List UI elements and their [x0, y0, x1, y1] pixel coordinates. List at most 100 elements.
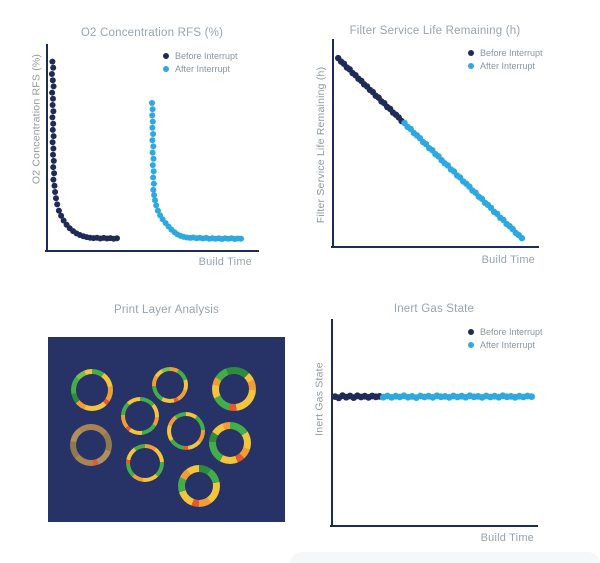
inert-gas-chart-title: Inert Gas State	[393, 303, 475, 315]
print-ring	[152, 366, 189, 403]
print-ring-hole	[184, 471, 213, 500]
series-before-interrupt	[335, 54, 405, 125]
data-point	[149, 137, 156, 144]
data-point	[49, 58, 56, 65]
data-point	[238, 235, 244, 242]
after-interrupt-dot-icon	[468, 342, 474, 348]
legend-label: Before Interrupt	[480, 48, 543, 58]
data-point	[52, 189, 59, 195]
print-ring-hole	[129, 447, 160, 478]
data-point	[50, 145, 57, 152]
data-point	[150, 168, 157, 175]
data-point	[50, 176, 57, 183]
data-point	[50, 108, 57, 115]
data-point	[50, 120, 57, 127]
data-point	[49, 139, 56, 146]
data-point	[151, 192, 158, 199]
data-point	[51, 182, 58, 189]
data-point	[154, 207, 161, 214]
print-ring	[125, 443, 164, 482]
print-ring-hole	[216, 429, 245, 457]
series-before-interrupt	[48, 58, 120, 242]
data-point	[50, 95, 56, 102]
data-point	[528, 393, 535, 400]
legend-label: After Interrupt	[480, 340, 536, 350]
data-point	[49, 102, 56, 108]
filter-y-axis-label: Filter Service Life Remaining (h)	[315, 66, 327, 224]
legend-label: After Interrupt	[480, 61, 536, 71]
data-point	[55, 207, 62, 214]
bottom-panel-edge	[290, 552, 600, 563]
before-interrupt-dot-icon	[468, 329, 474, 335]
print-layer-image	[48, 337, 285, 522]
data-point	[54, 201, 61, 208]
print-ring-hole	[75, 430, 106, 461]
data-point	[518, 235, 526, 242]
filter-chart-title: Filter Service Life Remaining (h)	[349, 25, 521, 37]
data-point	[150, 174, 157, 181]
data-point	[149, 124, 156, 131]
print-ring	[69, 424, 112, 467]
data-point	[153, 202, 160, 209]
legend-label: Before Interrupt	[175, 51, 238, 61]
print-ring	[209, 422, 252, 464]
data-point	[49, 77, 56, 84]
legend-label: After Interrupt	[175, 64, 231, 74]
o2-chart-title: O2 Concentration RFS (%)	[80, 27, 224, 39]
data-point	[150, 143, 157, 150]
series-after-interrupt	[149, 100, 244, 242]
series-after-interrupt	[401, 119, 526, 242]
print-ring-hole	[170, 415, 201, 446]
data-point	[60, 217, 67, 224]
data-point	[152, 197, 158, 204]
data-point	[49, 114, 56, 121]
data-point	[49, 89, 56, 96]
print-ring	[166, 411, 205, 450]
print-ring-hole	[219, 373, 250, 404]
data-point	[58, 212, 65, 219]
print-ring-hole	[76, 373, 109, 406]
after-interrupt-dot-icon	[468, 63, 474, 69]
legend-item-after-interrupt: After Interrupt	[163, 64, 238, 74]
legend-item-before-interrupt: Before Interrupt	[468, 327, 543, 337]
data-point	[50, 151, 56, 158]
filter-x-axis-label: Build Time	[481, 254, 535, 266]
legend-item-after-interrupt: After Interrupt	[468, 340, 543, 350]
print-ring	[212, 366, 257, 411]
legend-item-before-interrupt: Before Interrupt	[468, 48, 543, 58]
print-ring	[71, 368, 114, 411]
series-after-interrupt	[379, 392, 535, 401]
data-point	[49, 126, 56, 133]
print-ring-hole	[156, 370, 185, 399]
data-point	[50, 64, 57, 71]
data-point	[150, 155, 157, 162]
series-before-interrupt	[331, 392, 383, 402]
inert-gas-x-axis-label: Build Time	[480, 532, 534, 544]
data-point	[150, 180, 157, 187]
o2-x-axis-label: Build Time	[198, 256, 252, 268]
data-point	[48, 71, 55, 77]
data-point	[50, 164, 57, 171]
data-point	[53, 195, 59, 202]
data-point	[149, 100, 155, 106]
data-point	[50, 157, 57, 164]
inert-gas-scatter-plot	[330, 319, 538, 527]
print-ring	[177, 464, 220, 507]
before-interrupt-dot-icon	[163, 53, 169, 59]
legend-item-before-interrupt: Before Interrupt	[163, 51, 238, 61]
print-ring	[120, 396, 159, 435]
o2-legend: Before Interrupt After Interrupt	[163, 51, 238, 74]
data-point	[150, 131, 157, 137]
legend-label: Before Interrupt	[480, 327, 543, 337]
filter-legend: Before Interrupt After Interrupt	[468, 48, 543, 71]
data-point	[150, 186, 157, 193]
data-point	[149, 162, 156, 169]
data-point	[149, 112, 156, 119]
o2-scatter-plot	[45, 44, 259, 252]
data-point	[50, 83, 57, 90]
after-interrupt-dot-icon	[163, 66, 169, 72]
data-point	[149, 149, 156, 156]
before-interrupt-dot-icon	[468, 50, 474, 56]
inert-gas-y-axis-label: Inert Gas State	[313, 362, 326, 436]
